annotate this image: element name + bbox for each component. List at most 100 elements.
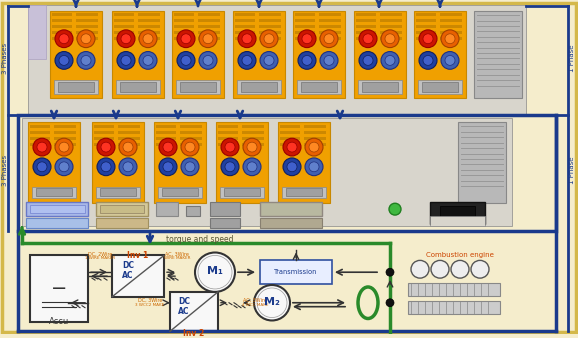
Bar bbox=[358, 80, 402, 94]
Bar bbox=[138, 13, 160, 16]
Bar bbox=[356, 37, 376, 40]
Circle shape bbox=[221, 158, 239, 176]
Bar bbox=[414, 11, 466, 98]
Text: torque and speed: torque and speed bbox=[166, 235, 234, 244]
Bar bbox=[235, 19, 255, 22]
Circle shape bbox=[264, 55, 274, 65]
Bar bbox=[242, 143, 264, 146]
Circle shape bbox=[163, 142, 173, 152]
Circle shape bbox=[203, 34, 213, 44]
Text: 1 Phase: 1 Phase bbox=[569, 157, 575, 185]
Circle shape bbox=[59, 34, 69, 44]
Bar bbox=[94, 125, 114, 128]
Bar bbox=[156, 131, 176, 134]
Bar bbox=[32, 187, 76, 198]
Bar bbox=[198, 13, 220, 16]
Text: 1 Phase: 1 Phase bbox=[569, 45, 575, 72]
Bar bbox=[96, 202, 148, 216]
Bar bbox=[295, 37, 315, 40]
Bar bbox=[54, 131, 76, 134]
Circle shape bbox=[185, 142, 195, 152]
Circle shape bbox=[221, 138, 239, 156]
Circle shape bbox=[320, 51, 338, 69]
Bar bbox=[96, 218, 148, 228]
Circle shape bbox=[238, 30, 256, 48]
Bar bbox=[235, 31, 255, 34]
Bar bbox=[96, 187, 140, 198]
Text: AC: AC bbox=[123, 271, 134, 280]
Bar bbox=[280, 131, 300, 134]
Bar bbox=[416, 25, 436, 28]
Circle shape bbox=[37, 142, 47, 152]
Circle shape bbox=[445, 34, 455, 44]
Text: DC, 3Wire: DC, 3Wire bbox=[138, 297, 162, 302]
Bar bbox=[114, 31, 134, 34]
Bar bbox=[295, 13, 315, 16]
Circle shape bbox=[441, 51, 459, 69]
Bar bbox=[186, 206, 200, 216]
Bar bbox=[52, 13, 72, 16]
Bar bbox=[156, 202, 178, 216]
Bar bbox=[235, 25, 255, 28]
Circle shape bbox=[77, 30, 95, 48]
Circle shape bbox=[59, 162, 69, 172]
Bar bbox=[114, 25, 134, 28]
Bar bbox=[138, 19, 160, 22]
Bar bbox=[430, 202, 485, 224]
Bar bbox=[158, 187, 202, 198]
Text: AC, 3Wire: AC, 3Wire bbox=[165, 252, 189, 257]
Bar bbox=[58, 82, 94, 92]
Bar bbox=[52, 25, 72, 28]
Circle shape bbox=[159, 138, 177, 156]
Circle shape bbox=[302, 55, 312, 65]
Bar bbox=[94, 143, 114, 146]
Bar bbox=[354, 11, 406, 98]
Text: 3 Phases: 3 Phases bbox=[2, 43, 8, 74]
Bar bbox=[319, 13, 341, 16]
Text: Inv 1: Inv 1 bbox=[127, 251, 149, 260]
Circle shape bbox=[59, 55, 69, 65]
Bar bbox=[241, 82, 277, 92]
Circle shape bbox=[445, 55, 455, 65]
Bar bbox=[30, 256, 88, 322]
Circle shape bbox=[287, 162, 297, 172]
Circle shape bbox=[419, 51, 437, 69]
Circle shape bbox=[309, 162, 319, 172]
Bar bbox=[260, 202, 322, 216]
Bar bbox=[242, 137, 264, 140]
Bar bbox=[52, 37, 72, 40]
Bar bbox=[154, 122, 206, 203]
Text: 3 Phases: 3 Phases bbox=[2, 155, 8, 186]
Circle shape bbox=[119, 138, 137, 156]
Bar bbox=[138, 31, 160, 34]
Circle shape bbox=[121, 55, 131, 65]
Text: DC: DC bbox=[122, 261, 134, 270]
Bar bbox=[138, 37, 160, 40]
Circle shape bbox=[143, 55, 153, 65]
Bar bbox=[416, 31, 436, 34]
Bar bbox=[198, 25, 220, 28]
Circle shape bbox=[177, 30, 195, 48]
Circle shape bbox=[177, 51, 195, 69]
Bar bbox=[26, 202, 88, 216]
Bar bbox=[94, 137, 114, 140]
Circle shape bbox=[119, 158, 137, 176]
Bar bbox=[356, 25, 376, 28]
Text: Transmission: Transmission bbox=[275, 269, 318, 275]
Bar bbox=[297, 80, 341, 94]
Circle shape bbox=[181, 55, 191, 65]
Circle shape bbox=[386, 268, 394, 276]
Circle shape bbox=[363, 34, 373, 44]
Circle shape bbox=[381, 51, 399, 69]
Bar bbox=[224, 189, 260, 196]
Circle shape bbox=[264, 34, 274, 44]
Circle shape bbox=[55, 30, 73, 48]
Circle shape bbox=[324, 34, 334, 44]
Bar bbox=[100, 189, 136, 196]
Circle shape bbox=[123, 162, 133, 172]
Circle shape bbox=[381, 30, 399, 48]
Bar bbox=[235, 13, 255, 16]
Circle shape bbox=[254, 285, 290, 320]
Bar bbox=[259, 37, 281, 40]
Bar bbox=[174, 37, 194, 40]
